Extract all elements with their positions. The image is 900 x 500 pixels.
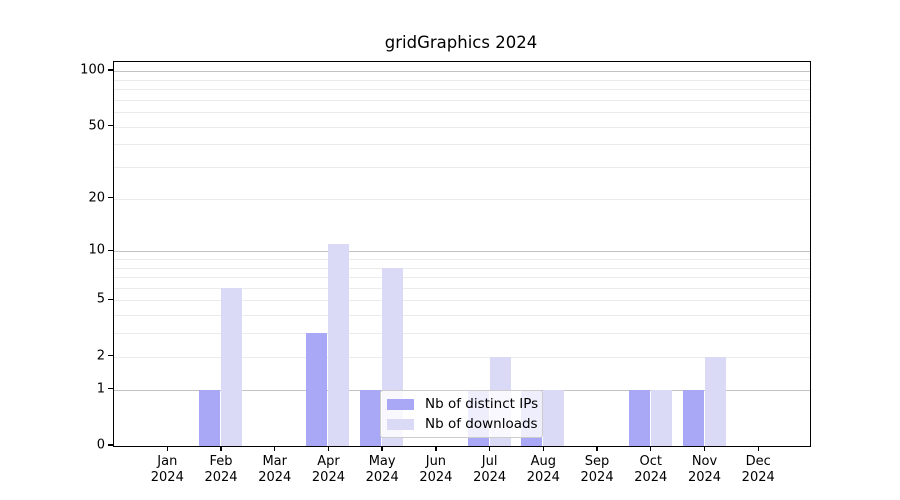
y-tick-mark — [108, 355, 113, 357]
y-tick-mark — [108, 249, 113, 251]
major-gridline — [114, 126, 810, 128]
y-tick-mark — [108, 197, 113, 199]
x-tick-mark — [327, 446, 330, 451]
minor-gridline — [114, 89, 810, 91]
bar-downloads — [221, 287, 243, 446]
y-tick-label: 10 — [88, 242, 105, 258]
y-tick-label: 5 — [96, 291, 105, 307]
y-tick-label: 50 — [88, 118, 105, 134]
x-tick-mark — [488, 446, 491, 451]
minor-gridline — [114, 112, 810, 114]
x-tick-label: Feb 2024 — [204, 454, 238, 485]
bar-downloads — [328, 244, 350, 446]
y-tick-mark — [108, 298, 113, 301]
minor-gridline — [114, 259, 810, 260]
legend-swatch-downloads — [387, 418, 414, 430]
y-tick-label: 20 — [88, 190, 105, 206]
x-tick-mark — [435, 446, 437, 451]
major-gridline — [114, 251, 810, 253]
y-tick-mark — [108, 388, 113, 390]
x-tick-mark — [381, 446, 383, 451]
x-tick-label: Dec 2024 — [741, 454, 775, 485]
x-tick-mark — [596, 446, 598, 451]
major-gridline — [114, 300, 810, 302]
bar-downloads — [650, 389, 672, 446]
x-tick-label: Sep 2024 — [580, 454, 614, 485]
plot-area: Nb of distinct IPs Nb of downloads — [113, 61, 811, 447]
minor-gridline — [114, 99, 810, 101]
legend-item-distinct-ips: Nb of distinct IPs — [387, 396, 539, 412]
y-tick-mark — [108, 444, 113, 446]
x-tick-label: Apr 2024 — [311, 454, 345, 485]
x-tick-label: Aug 2024 — [526, 454, 560, 485]
x-tick-label: Jun 2024 — [419, 454, 453, 485]
x-tick-label: Mar 2024 — [258, 454, 292, 485]
x-tick-mark — [650, 446, 652, 451]
x-tick-mark — [166, 446, 168, 451]
major-gridline — [114, 71, 810, 73]
legend-label-distinct-ips: Nb of distinct IPs — [425, 396, 539, 412]
bar-downloads — [704, 356, 726, 446]
x-tick-mark — [757, 446, 759, 451]
x-tick-label: Jan 2024 — [150, 454, 184, 485]
bar-distinct-ips — [199, 389, 221, 446]
major-gridline — [114, 198, 810, 200]
bar-distinct-ips — [306, 333, 328, 446]
x-tick-label: May 2024 — [365, 454, 399, 485]
legend-item-downloads: Nb of downloads — [387, 416, 538, 432]
minor-gridline — [114, 315, 810, 317]
x-tick-mark — [542, 446, 545, 451]
x-tick-label: Oct 2024 — [634, 454, 668, 485]
minor-gridline — [114, 277, 810, 279]
minor-gridline — [114, 333, 810, 335]
y-tick-mark — [108, 69, 113, 71]
bar-distinct-ips — [628, 389, 650, 446]
minor-gridline — [114, 167, 810, 169]
legend: Nb of distinct IPs Nb of downloads — [380, 390, 543, 438]
minor-gridline — [114, 267, 810, 269]
x-tick-mark — [220, 446, 222, 451]
minor-gridline — [114, 287, 810, 289]
legend-swatch-distinct-ips — [387, 398, 414, 410]
bar-distinct-ips — [682, 389, 704, 446]
minor-gridline — [114, 144, 810, 146]
chart-title: gridGraphics 2024 — [384, 33, 538, 52]
y-tick-label: 0 — [96, 437, 105, 453]
major-gridline — [114, 356, 810, 358]
y-tick-label: 2 — [96, 348, 105, 364]
bar-distinct-ips — [360, 389, 382, 446]
minor-gridline — [114, 79, 810, 81]
y-tick-mark — [108, 124, 113, 127]
x-tick-mark — [703, 446, 706, 451]
bar-downloads — [543, 389, 565, 446]
x-tick-mark — [274, 446, 276, 451]
y-tick-label: 1 — [96, 381, 105, 397]
legend-label-downloads: Nb of downloads — [425, 416, 538, 432]
y-tick-label: 100 — [80, 62, 105, 78]
x-tick-label: Nov 2024 — [687, 454, 722, 485]
x-tick-label: Jul 2024 — [473, 454, 507, 485]
